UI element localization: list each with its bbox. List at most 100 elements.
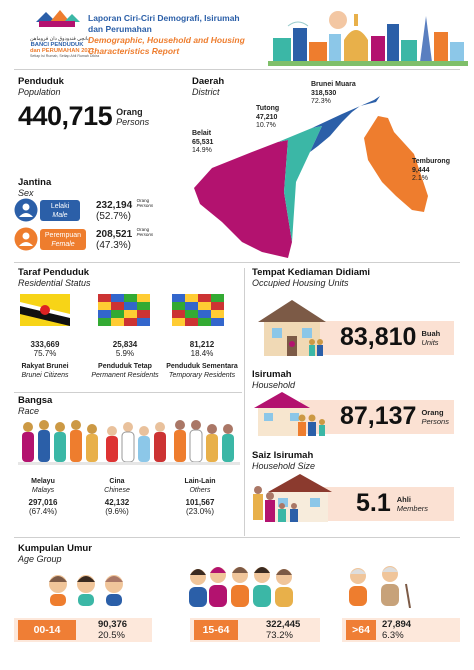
age-band-0-14: 00-14 90,376 20.5% [14,618,152,642]
household-size-unit-ms: Ahli [396,494,411,504]
age-stats-15-64: 322,445 73.2% [266,619,300,641]
female-person-icon [14,227,38,251]
household-size-unit: Ahli Members [397,495,428,513]
logo-line1: BANCI PENDUDUK [30,42,84,48]
malays-pct: (67.4%) [28,507,57,516]
housing-unit: Buah Units [421,329,440,347]
housing-subtitle: Occupied Housing Units [252,278,349,288]
vertical-divider [244,268,245,536]
tutong-pct: 10.7% [256,122,276,129]
household-size-stat: 5.1 Ahli Members [356,489,428,518]
female-row: Perempuan Female 208,521 Orang Persons (… [14,227,194,251]
female-unit: Orang Persons [137,227,154,237]
household-subtitle: Household [252,380,296,390]
tutong-name: Tutong [256,105,280,112]
age-band-15-64: 15-64 322,445 73.2% [190,618,320,642]
citizens-label-en: Brunei Citizens [21,372,69,379]
report-title: Laporan Ciri-Ciri Demografi, Isirumah da… [88,13,288,57]
temporary-pct: 18.4% [190,349,214,358]
permanent-label-en: Permanent Residents [91,372,159,379]
citizens-pct: 75.7% [33,349,57,358]
male-unit: Orang Persons [137,198,154,208]
male-value: 232,194 [96,200,133,211]
logo-jawi: بانچي فندودوق دان فروماهن [30,36,89,42]
male-unit-ms: Orang [136,198,150,203]
permanent-label-ms: Penduduk Tetap [98,363,152,370]
residential-subtitle: Residential Status [18,278,91,288]
chinese-value: 42,132 [104,498,130,507]
household-size-subtitle: Household Size [252,461,316,471]
female-unit-ms: Orang [136,227,150,232]
brunei-muara-name: Brunei Muara [311,81,356,88]
temporary-label-en: Temporary Residents [168,372,236,379]
household-unit-en: Persons [421,416,449,426]
citizens-value: 333,669 [30,340,60,349]
male-label: Lelaki Male [40,200,80,221]
population-figure: 440,715 Orang Persons [18,101,188,132]
brunei-flag-icon [20,294,70,326]
world-flags-icon [172,294,224,326]
children-icon [49,575,123,606]
belait-pct: 14.9% [192,147,212,154]
age-pct-over-64: 6.3% [382,630,404,641]
header: بانچي فندودوق دان فروماهن BANCI PENDUDUK… [0,0,474,70]
household-size-value: 5.1 [356,489,391,517]
age-title: Kumpulan Umur [18,543,92,554]
others-value: 101,567 [185,498,215,507]
household-section: Isirumah Household [252,369,462,390]
residential-item-citizens: 333,669 75.7% Rakyat Brunei Brunei Citiz… [12,340,78,380]
logo-tagline: Setiap Isi Rumah, Setiap Ahli Rumah Diki… [30,54,100,58]
age-stats-over-64: 27,894 6.3% [382,619,411,641]
malays-name-ms: Melayu [31,478,55,485]
age-range-0-14: 00-14 [18,620,76,640]
housing-stat-band [300,321,454,355]
housing-stat: 83,810 Buah Units [340,323,440,352]
elderly-icon [349,566,411,608]
residential-item-permanent: 25,834 5.9% Penduduk Tetap Permanent Res… [90,340,160,380]
population-subtitle: Population [18,87,61,97]
household-title: Isirumah [252,369,292,380]
city-skyline-illustration [268,11,468,66]
permanent-value: 25,834 [112,340,138,349]
divider [14,69,460,70]
district-subtitle: District [192,87,220,97]
brunei-muara-pct: 72.3% [311,98,331,105]
household-size-unit-en: Members [396,503,429,513]
brunei-district-map [194,96,428,258]
population-unit: Orang Persons [116,107,149,127]
adults-icon [189,567,293,607]
housing-value: 83,810 [340,323,417,351]
age-value-over-64: 27,894 [382,619,412,630]
household-size-section: Saiz Isirumah Household Size [252,450,462,471]
label-belait: Belait 65,531 14.9% [192,130,213,156]
chinese-name-en: Chinese [104,487,130,494]
temburong-value: 9,444 [412,166,430,174]
male-label-en: Male [52,212,68,219]
household-family-icon [254,392,325,436]
map-belait [194,140,292,258]
age-pct-0-14: 20.5% [98,630,125,641]
house-family-icon [258,300,326,356]
title-en-line2: Characteristics Report [88,46,180,56]
household-value: 87,137 [340,402,417,430]
age-value-15-64: 322,445 [266,619,301,630]
residential-title: Taraf Penduduk [18,267,90,278]
title-ms-line1: Laporan Ciri-Ciri Demografi, Isirumah [88,13,240,23]
others-name-en: Others [189,487,211,494]
residential-section: Taraf Penduduk Residential Status 333,66… [18,267,242,395]
sex-title: Jantina [18,177,52,188]
male-row: Lelaki Male 232,194 Orang Persons (52.7%… [14,198,194,222]
tutong-value: 47,210 [256,113,278,121]
age-band-over-64: >64 27,894 6.3% [342,618,460,642]
housing-section: Tempat Kediaman Didiami Occupied Housing… [252,267,462,288]
household-size-title: Saiz Isirumah [252,450,314,461]
female-stats: 208,521 Orang Persons (47.3%) [96,227,153,251]
household-unit-ms: Orang [421,407,444,417]
label-temburong: Temburong 9,444 2.1% [412,158,450,184]
housing-unit-ms: Buah [421,328,441,338]
household-stat-band [300,400,454,434]
title-ms-line2: dan Perumahan [88,24,152,34]
district-section: Daerah District Brunei Muara 318,530 72.… [192,76,462,262]
label-tutong: Tutong 47,210 10.7% [256,105,279,131]
race-item-malays: Melayu Malays 297,016 (67.4%) [18,477,68,516]
